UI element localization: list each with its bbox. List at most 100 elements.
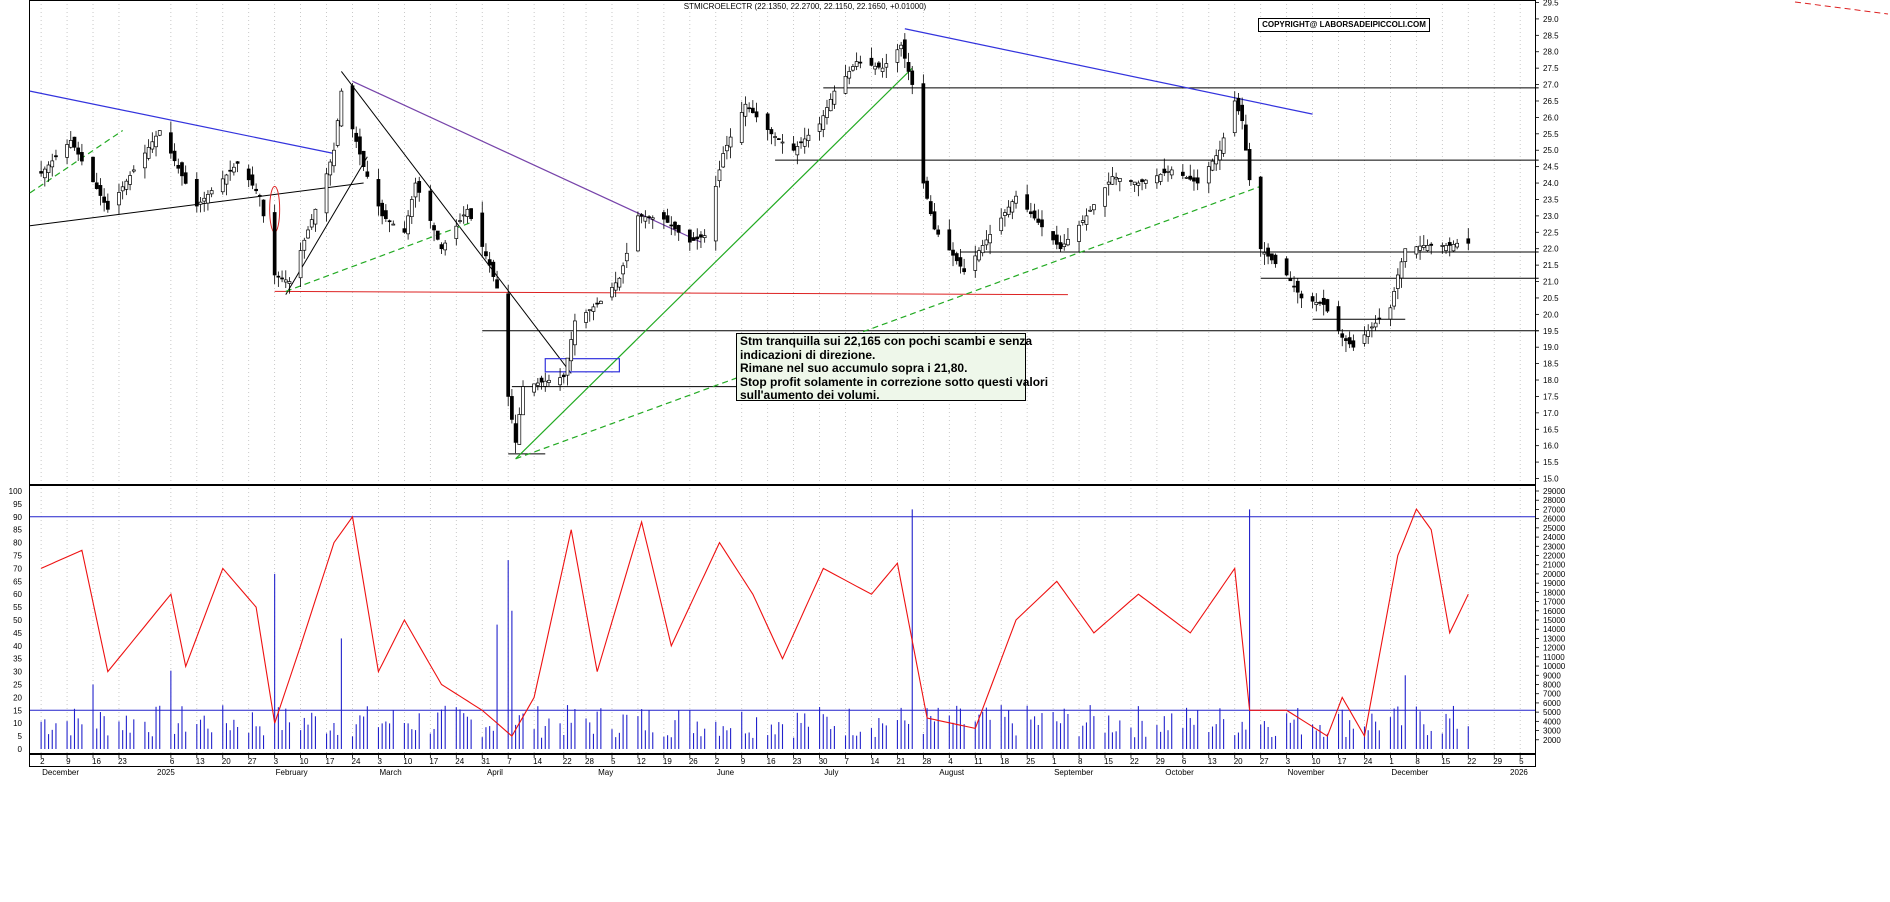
candle-body (765, 113, 770, 130)
candle-body (517, 414, 522, 445)
candle-body (461, 214, 466, 217)
candle-body (1092, 204, 1096, 211)
candle-body (869, 57, 874, 66)
candle-body (91, 156, 95, 183)
candle-body (699, 234, 703, 238)
candle-body (1117, 178, 1122, 182)
date-axis: 2 9 16 23 6 13 20 27 3 10 17 24 3 10 17 24 31 7 14 22 28 5 12 1… (40, 754, 1528, 777)
note-line: sull'aumento dei volumi. (740, 388, 880, 402)
candle-body (1466, 238, 1471, 244)
price-tick-label: 19.0 (1543, 343, 1559, 352)
candle-body (1392, 291, 1396, 307)
date-tick-label: 3 (377, 757, 382, 766)
candle-body (176, 164, 181, 169)
candle-body (1103, 187, 1107, 207)
price-axis: 15.0 15.5 16.0 16.5 17.0 17.5 18.0 18.5 19.0 19.5… (1535, 0, 1559, 484)
candle-body (899, 44, 903, 50)
candle-body (380, 202, 385, 217)
price-tick-label: 20.5 (1543, 294, 1559, 303)
candle-body (754, 111, 759, 118)
candle-body (276, 275, 281, 278)
oscillator-series-line (40, 507, 1469, 738)
candle-body (1455, 242, 1460, 248)
price-tick-label: 24.5 (1543, 163, 1559, 172)
candle-body (1155, 175, 1159, 184)
candle-body (1340, 333, 1345, 338)
candle-body (1162, 168, 1167, 174)
candle-body (131, 169, 136, 172)
oscillator-tick-label: 80 (13, 539, 22, 548)
candle-body (825, 107, 829, 118)
oscillator-tick-label: 45 (13, 629, 22, 638)
candle-body (1388, 307, 1393, 320)
candle-body (454, 225, 459, 239)
candle-body (910, 70, 915, 85)
date-tick-label: 31 (481, 757, 490, 766)
volume-tick-label: 26000 (1543, 515, 1566, 524)
candle-body (773, 136, 777, 138)
candle-body (287, 281, 292, 284)
oscillator-tick-label: 20 (13, 693, 22, 702)
candle-body (406, 215, 410, 235)
candle-body (1188, 175, 1193, 180)
oscillator-tick-label: 0 (18, 745, 23, 754)
candle-body (102, 196, 106, 203)
candle-body (280, 277, 284, 280)
candle-body (847, 71, 852, 79)
candle-body (547, 379, 551, 383)
candle-body (354, 132, 359, 142)
oscillator-tick-label: 50 (13, 616, 22, 625)
date-tick-label: 24 (1363, 757, 1372, 766)
candle-body (510, 396, 514, 420)
candle-body (521, 386, 525, 416)
volume-tick-label: 7000 (1543, 690, 1561, 699)
candle-body (880, 67, 885, 72)
volume-tick-label: 12000 (1543, 644, 1566, 653)
price-tick-label: 23.5 (1543, 195, 1559, 204)
price-tick-label: 28.0 (1543, 48, 1559, 57)
candle-body (309, 219, 314, 228)
candle-body (1399, 261, 1404, 279)
candle-body (1032, 210, 1037, 219)
candle-body (1310, 296, 1315, 302)
candle-body (624, 252, 629, 262)
candle-body (828, 98, 833, 112)
candle-body (951, 249, 955, 256)
candle-body (958, 257, 963, 267)
price-tick-label: 29.5 (1543, 0, 1559, 8)
candle-body (1140, 179, 1144, 182)
oscillator-tick-label: 60 (13, 590, 22, 599)
volume-tick-label: 13000 (1543, 634, 1566, 643)
candle-body (1029, 211, 1033, 215)
candle-body (643, 216, 648, 222)
oscillator-tick-label: 30 (13, 668, 22, 677)
candle-body (817, 123, 822, 132)
candle-body (877, 62, 881, 68)
candle-body (1336, 306, 1341, 332)
candle-body (435, 230, 440, 240)
candle-body (180, 162, 184, 177)
candle-body (443, 242, 448, 251)
candle-body (1006, 206, 1011, 215)
candle-body (1088, 209, 1093, 212)
candle-body (854, 61, 859, 67)
candle-body (1106, 181, 1111, 185)
date-tick-label: 22 (1130, 757, 1139, 766)
candle-body (599, 300, 603, 305)
candle-body (928, 201, 933, 215)
candle-body (647, 216, 651, 219)
candle-body (257, 195, 262, 197)
candle-body (428, 190, 433, 221)
candle-body (324, 173, 329, 214)
candle-body (1262, 252, 1267, 255)
price-tick-label: 19.5 (1543, 327, 1559, 336)
date-tick-label: 12 (637, 757, 646, 766)
date-tick-label: 24 (352, 757, 361, 766)
date-tick-label: 17 (1338, 757, 1347, 766)
volume-tick-label: 11000 (1543, 653, 1565, 662)
candle-body (487, 259, 492, 266)
candle-body (1010, 201, 1015, 213)
candle-body (413, 182, 418, 198)
candle-body (387, 220, 392, 223)
